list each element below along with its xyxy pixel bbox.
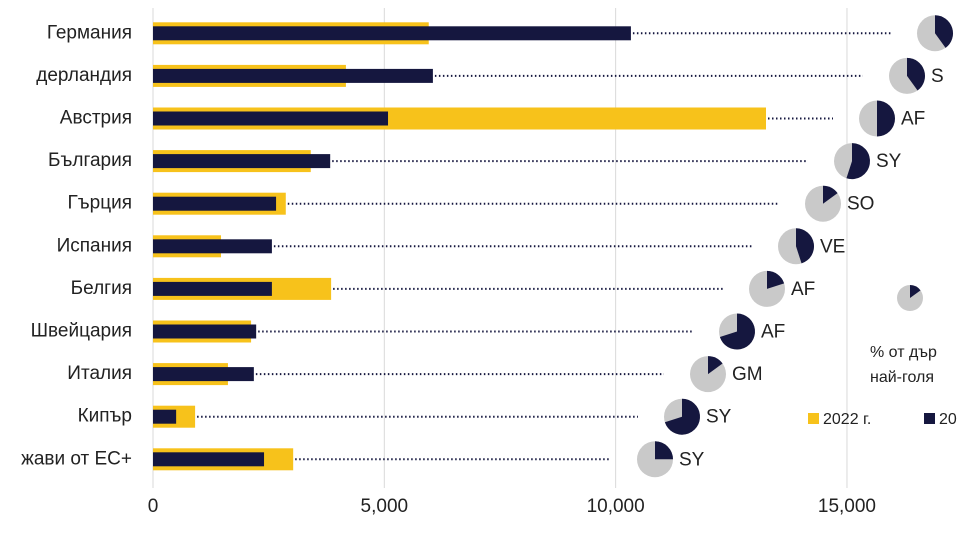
category-label: Гърция xyxy=(67,193,132,214)
x-tick-label: 10,000 xyxy=(587,496,645,517)
share-label: AF xyxy=(791,279,815,300)
annotation: най-голя xyxy=(870,369,934,386)
legend-label: 20 xyxy=(939,411,957,428)
pie-slice xyxy=(907,57,925,91)
bar xyxy=(153,111,389,126)
category-label: Испания xyxy=(57,235,132,256)
bar xyxy=(153,409,177,424)
share-label: SY xyxy=(679,449,705,470)
pie-slice xyxy=(719,313,756,350)
pie-slice xyxy=(823,185,838,204)
pie-slice xyxy=(796,228,814,264)
bar xyxy=(153,26,631,41)
category-label: Белгия xyxy=(71,278,132,299)
share-label: S xyxy=(931,66,944,87)
pie-slice xyxy=(708,356,723,375)
category-label: жави от ЕС+ xyxy=(21,448,132,469)
bar xyxy=(153,367,254,382)
category-label: България xyxy=(48,150,132,171)
pie-slice xyxy=(935,15,954,48)
x-tick-label: 0 xyxy=(148,496,159,517)
bar xyxy=(153,452,265,467)
bar xyxy=(153,196,277,211)
pie-slice xyxy=(910,285,921,298)
category-label: Германия xyxy=(47,22,132,43)
bar xyxy=(153,154,331,169)
bar xyxy=(153,68,433,83)
pie-slice xyxy=(664,398,701,435)
category-label: Швейцария xyxy=(31,321,132,342)
category-label: Кипър xyxy=(78,406,132,427)
share-label: SO xyxy=(847,194,874,215)
share-label: GM xyxy=(732,364,763,385)
pie-slice xyxy=(846,143,870,180)
category-label: Италия xyxy=(67,363,132,384)
bar xyxy=(153,324,257,339)
annotation: % от дър xyxy=(870,344,937,361)
x-tick-label: 5,000 xyxy=(361,496,409,517)
pie-slice xyxy=(655,441,673,460)
share-label: SY xyxy=(876,151,902,172)
share-label: AF xyxy=(901,109,925,130)
share-label: AF xyxy=(761,322,785,343)
pie-slice xyxy=(767,270,785,289)
bar xyxy=(153,281,272,296)
x-tick-label: 15,000 xyxy=(818,496,876,517)
category-label: дерландия xyxy=(36,65,132,86)
category-label: Австрия xyxy=(60,108,132,129)
pie-slice xyxy=(877,100,895,137)
legend-swatch xyxy=(924,413,935,424)
legend-label: 2022 г. xyxy=(823,411,871,428)
legend-swatch xyxy=(808,413,819,424)
bar xyxy=(153,239,272,254)
share-label: VE xyxy=(820,236,845,257)
share-label: SY xyxy=(706,407,732,428)
